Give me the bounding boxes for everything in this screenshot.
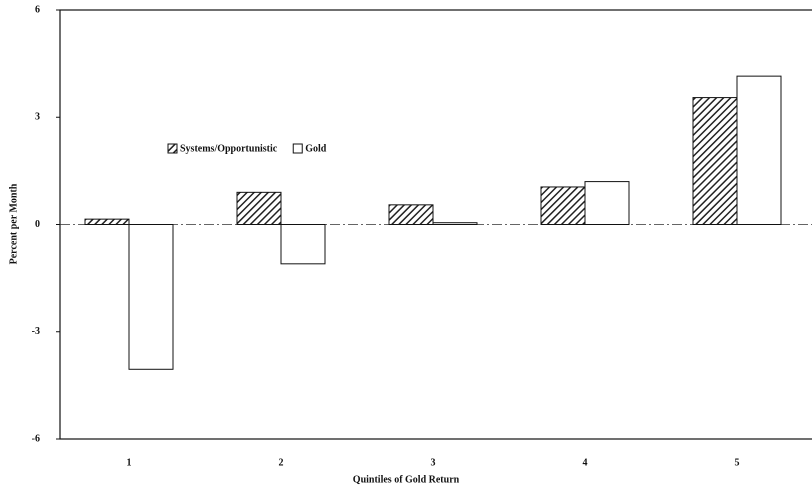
bar [128, 224, 174, 370]
y-tick-label: 6 [35, 4, 40, 15]
y-tick-label: -6 [32, 433, 40, 444]
x-tick-label: 5 [735, 457, 740, 468]
y-tick-label: 3 [35, 112, 40, 123]
bar [432, 222, 478, 225]
y-tick-label: 0 [35, 219, 40, 230]
bar [692, 97, 738, 225]
bar [236, 191, 282, 225]
x-tick-label: 1 [127, 457, 132, 468]
bar [388, 204, 434, 225]
bar [584, 181, 630, 226]
legend-swatch [167, 143, 178, 154]
y-tick-label: -3 [32, 326, 40, 337]
bar [736, 75, 782, 225]
legend-swatch [292, 143, 303, 154]
bar [280, 224, 326, 265]
bar [84, 218, 130, 225]
x-tick-label: 3 [431, 457, 436, 468]
legend-label: Systems/Opportunistic [180, 143, 278, 154]
bar [540, 186, 586, 225]
y-axis-title: Percent per Month [8, 183, 19, 264]
x-tick-label: 2 [279, 457, 284, 468]
x-tick-label: 4 [583, 457, 588, 468]
legend-label: Gold [305, 143, 327, 154]
x-axis-title: Quintiles of Gold Return [353, 474, 460, 485]
